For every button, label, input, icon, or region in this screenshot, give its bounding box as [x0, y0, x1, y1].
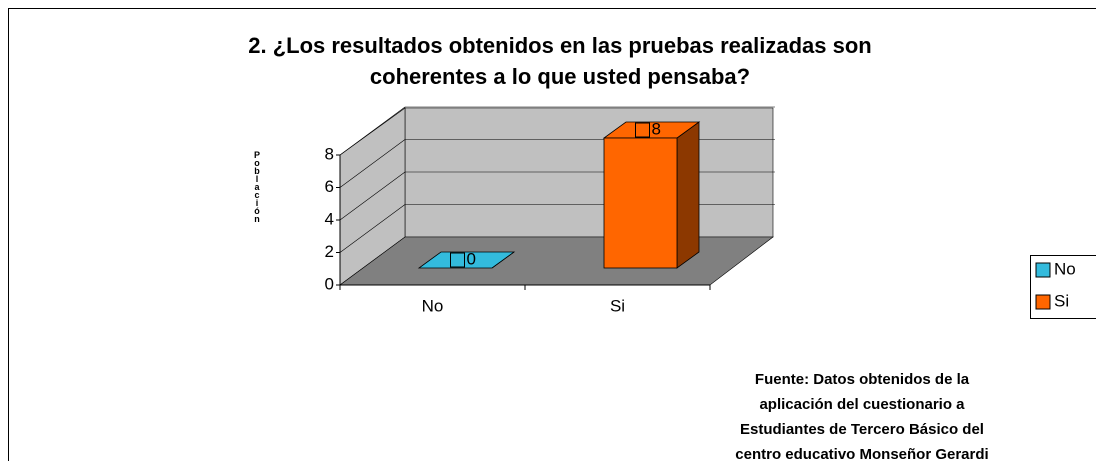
legend-label: No	[1054, 259, 1076, 278]
chart-title: 2. ¿Los resultados obtenidos en las prue…	[248, 33, 872, 58]
y-axis-label-box: Población	[252, 150, 282, 290]
x-tick-label: Si	[610, 296, 625, 315]
legend-label: Si	[1054, 291, 1069, 310]
y-tick-label: 2	[325, 242, 334, 261]
back-wall	[405, 108, 773, 237]
legend-key	[1036, 263, 1050, 277]
data-label-key	[636, 123, 650, 137]
source-note: aplicación del cuestionario a	[759, 396, 965, 413]
y-axis-label: Población	[252, 150, 262, 222]
y-tick-label: 6	[325, 177, 334, 196]
bar-side	[677, 122, 699, 268]
floor	[340, 237, 773, 285]
source-note: Estudiantes de Tercero Básico del	[740, 421, 984, 438]
source-note: Fuente: Datos obtenidos de la	[755, 371, 970, 388]
legend-key	[1036, 295, 1050, 309]
y-tick-label: 0	[325, 274, 334, 293]
x-tick-label: No	[422, 296, 444, 315]
chart-title: coherentes a lo que usted pensaba?	[370, 64, 750, 89]
data-label: 8	[652, 119, 661, 138]
data-label-key	[451, 253, 465, 267]
data-label: 0	[467, 249, 476, 268]
y-tick-label: 8	[325, 144, 334, 163]
bar	[604, 138, 677, 268]
source-note: centro educativo Monseñor Gerardi	[735, 446, 988, 461]
y-tick-label: 4	[325, 209, 334, 228]
